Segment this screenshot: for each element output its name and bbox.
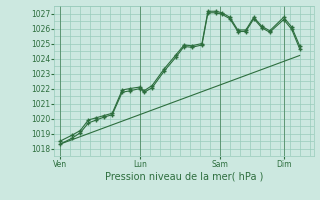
X-axis label: Pression niveau de la mer( hPa ): Pression niveau de la mer( hPa ) bbox=[105, 172, 263, 182]
